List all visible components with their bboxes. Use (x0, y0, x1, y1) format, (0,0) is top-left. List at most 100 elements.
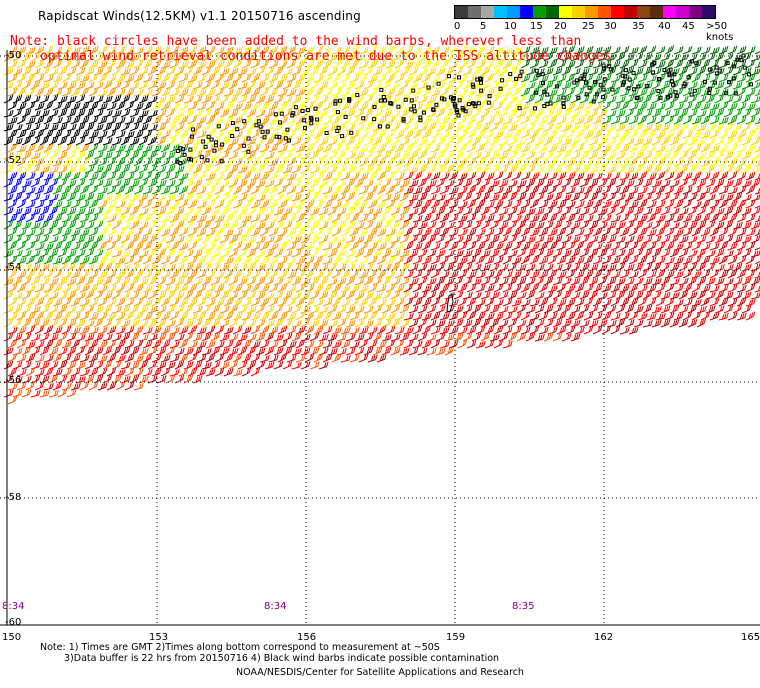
wind-barb (331, 353, 342, 363)
wind-barb (709, 171, 720, 181)
wind-barb (25, 73, 36, 83)
quality-flag-circle (714, 65, 719, 70)
wind-barb (651, 151, 662, 160)
wind-barb (349, 144, 360, 153)
wind-barb (75, 235, 86, 244)
wind-barb (34, 87, 45, 97)
wind-barb (75, 319, 86, 328)
wind-barb (538, 297, 549, 307)
wind-barb (754, 215, 760, 223)
wind-barb (313, 214, 324, 223)
wind-barb (52, 326, 63, 335)
wind-barb (376, 214, 387, 223)
quality-flag-circle (651, 70, 655, 75)
wind-barb (561, 249, 572, 258)
wind-barb (678, 95, 689, 104)
quality-flag-circle (747, 72, 751, 77)
wind-barb (39, 361, 50, 370)
wind-barb (228, 94, 239, 104)
wind-barb (507, 137, 518, 146)
wind-barb (309, 166, 320, 174)
wind-barb (115, 74, 126, 83)
wind-barb (412, 325, 423, 335)
wind-barb (628, 200, 639, 209)
wind-barb (151, 116, 162, 125)
quality-flag-circle (235, 127, 240, 132)
wind-barb (309, 305, 320, 314)
wind-barb (106, 284, 117, 293)
wind-barb (655, 283, 666, 293)
wind-barb (322, 46, 333, 55)
wind-barb (259, 116, 270, 125)
wind-barb (475, 214, 486, 223)
wind-barb (3, 347, 14, 356)
wind-barb (286, 157, 297, 167)
wind-barb (39, 82, 50, 90)
wind-barb (345, 81, 356, 90)
wind-barb (214, 199, 225, 209)
wind-barb (61, 143, 72, 153)
wind-barb (232, 103, 243, 111)
wind-barb (498, 277, 509, 286)
wind-barb (610, 325, 621, 335)
wind-barb (484, 73, 495, 83)
wind-barb (336, 165, 347, 174)
wind-barb (205, 368, 216, 377)
wind-barb (381, 165, 392, 174)
wind-barb (624, 179, 635, 188)
wind-barb (70, 270, 81, 279)
wind-barb (624, 66, 635, 76)
wind-barb (606, 221, 617, 230)
wind-barb (169, 73, 180, 83)
wind-barb (421, 87, 432, 97)
wind-barb (133, 172, 144, 181)
wind-barb (124, 269, 135, 279)
wind-barb (115, 227, 126, 237)
wind-barb (583, 45, 594, 55)
wind-barb (664, 130, 675, 139)
wind-barb (723, 277, 734, 286)
wind-barb (70, 186, 81, 195)
wind-barb (124, 88, 135, 97)
wind-barb (313, 115, 324, 125)
wind-barb (219, 137, 230, 146)
wind-barb (619, 213, 630, 223)
wind-barb (120, 67, 131, 76)
wind-barb (52, 74, 63, 83)
wind-barb (282, 179, 293, 188)
wind-barb (250, 325, 261, 335)
wind-barb (241, 46, 252, 55)
wind-barb (115, 241, 126, 251)
wind-barb (399, 277, 410, 286)
wind-barb (718, 227, 729, 237)
wind-barb (66, 361, 77, 370)
wind-barb (237, 207, 248, 216)
wind-barb (619, 130, 630, 139)
wind-barb (732, 81, 743, 90)
wind-barb (435, 108, 446, 118)
wind-barb (646, 256, 657, 265)
wind-barb (426, 319, 437, 328)
wind-barb (129, 193, 140, 202)
wind-barb (408, 319, 419, 328)
wind-barb (156, 305, 167, 314)
wind-barb (651, 179, 662, 188)
wind-barb (318, 333, 329, 342)
wind-barb (570, 235, 581, 244)
wind-barb (642, 82, 653, 90)
wind-barb (628, 270, 639, 279)
wind-barb (196, 88, 207, 97)
wind-barb (165, 277, 176, 286)
wind-barb (507, 81, 518, 90)
wind-barb (349, 255, 360, 265)
wind-barb (156, 193, 167, 202)
wind-barb (394, 339, 405, 349)
wind-barb (543, 319, 554, 328)
wind-barb (286, 59, 297, 69)
legend-label: 30 (604, 21, 617, 32)
wind-barb (700, 130, 711, 139)
legend-swatch (624, 6, 637, 18)
wind-barb (462, 53, 473, 62)
wind-barb (192, 305, 203, 314)
wind-barb (48, 361, 59, 370)
